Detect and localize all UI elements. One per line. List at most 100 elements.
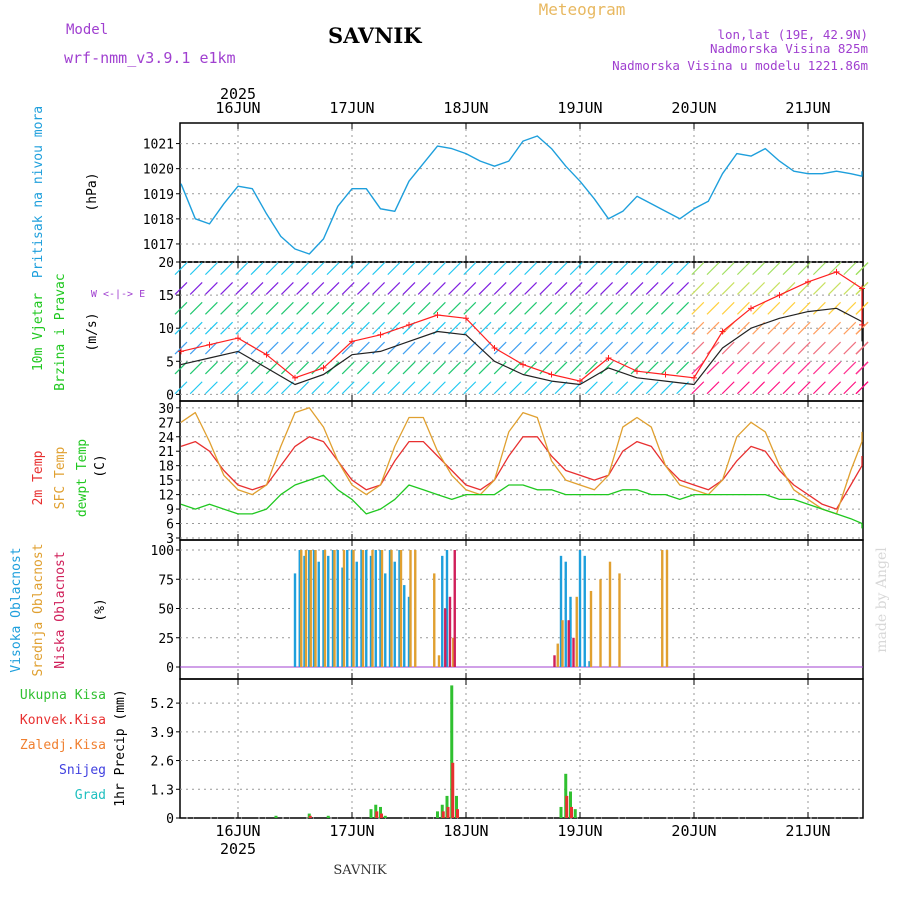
wind-barb: [691, 381, 705, 395]
day-label-bottom: 19JUN: [557, 822, 602, 840]
y-tick-label: 10: [158, 322, 174, 337]
wind-barb: [220, 321, 234, 335]
wind-barb: [235, 282, 249, 295]
wind-barb: [855, 341, 869, 355]
cloud-bar: [308, 550, 311, 667]
wind-barb: [432, 301, 446, 315]
cloud-bar: [665, 550, 669, 667]
wind-barb: [235, 321, 249, 335]
precip-bar: [383, 815, 387, 818]
cloud-bar: [575, 596, 578, 667]
wind-barb: [615, 282, 629, 295]
wind-barb: [296, 321, 310, 335]
wind-barb: [584, 321, 598, 335]
y-tick-label: 75: [158, 573, 174, 588]
wind-barb: [645, 282, 659, 295]
wind-barb: [843, 282, 857, 295]
cloud-bar: [569, 596, 572, 667]
temp-line-2: [180, 474, 863, 529]
wind-barb: [630, 282, 644, 295]
wind-barb: [432, 381, 446, 395]
wind-barb: [189, 301, 203, 315]
wind-barb: [630, 341, 644, 355]
wind-barb: [356, 321, 370, 335]
precip-bar: [456, 809, 459, 818]
wind-barb: [311, 361, 325, 375]
wind-barb: [706, 381, 720, 395]
wind-speed-line: [180, 307, 863, 386]
wind-gust-marker: [662, 371, 669, 378]
precip-bar: [455, 795, 458, 818]
wind-gust-marker: [178, 348, 184, 355]
cloud-bar: [379, 550, 382, 667]
y-tick-label: 0: [166, 812, 174, 827]
cloud-bar: [589, 590, 593, 667]
wind-barb: [250, 262, 264, 276]
wind-barb: [478, 282, 492, 295]
wind-barb: [721, 381, 735, 395]
wind-barb: [448, 321, 462, 335]
wind-barb: [508, 301, 522, 315]
wind-barb: [326, 301, 340, 315]
wind-barb: [584, 301, 598, 315]
wind-barb: [797, 321, 811, 335]
day-label-bottom: 16JUN: [215, 822, 260, 840]
wind-barb: [600, 381, 614, 395]
wind-barb: [752, 361, 766, 375]
wind-barb: [432, 262, 446, 276]
y-tick-label: 1018: [143, 213, 174, 228]
precip-bar: [450, 685, 454, 818]
wind-barb: [812, 262, 826, 276]
y-tick-label: 9: [166, 503, 174, 518]
wind-barb: [280, 341, 294, 355]
wind-barb: [326, 321, 340, 335]
y-tick-label: 2.6: [151, 755, 174, 770]
wind-barb: [706, 282, 720, 295]
wind-barb: [828, 361, 842, 375]
y-tick-label: 15: [158, 474, 174, 489]
wind-barb: [843, 301, 857, 315]
wind-barb: [736, 321, 750, 335]
cloud-bar: [369, 555, 373, 667]
cloud-bar: [561, 620, 564, 667]
cloud-bar: [317, 561, 320, 667]
wind-barb: [463, 262, 477, 276]
wind-barb: [189, 262, 203, 276]
cloud-bar: [298, 550, 301, 667]
wind-barb: [660, 301, 674, 315]
wind-barb: [250, 381, 264, 395]
wind-barb: [691, 282, 705, 295]
y-tick-label: 1.3: [151, 783, 174, 798]
temp-line-0: [180, 436, 863, 510]
wind-barb: [432, 341, 446, 355]
day-label-top: 17JUN: [329, 99, 374, 117]
cloud-bar: [300, 550, 303, 667]
model-elevation-label: Nadmorska Visina u modelu 1221.86m: [612, 58, 868, 73]
cloud-bar: [448, 596, 452, 667]
cloud-bar: [414, 550, 417, 667]
wind-barb: [630, 262, 644, 276]
wind-barb: [524, 262, 538, 276]
wind-barb: [630, 321, 644, 335]
wind-barb: [767, 361, 781, 375]
wind-gust-marker: [292, 374, 298, 381]
wind-barb: [584, 361, 598, 375]
wind-barb: [855, 262, 869, 276]
wind-label: 10m Vjetar: [31, 293, 46, 371]
wind-gust-marker: [833, 268, 840, 275]
wind-barb: [569, 341, 583, 355]
wind-barb: [174, 341, 188, 355]
wind-gust-marker: [520, 361, 526, 368]
wind-gust-marker: [263, 351, 270, 358]
y-tick-label: 15: [158, 289, 174, 304]
wind-barb: [554, 282, 568, 295]
cloud-bar: [312, 550, 316, 667]
day-label-top: 19JUN: [557, 99, 602, 117]
wind-barb: [554, 381, 568, 395]
wind-barb: [372, 301, 386, 315]
precip-bar: [570, 806, 573, 818]
wind-barb: [265, 301, 279, 315]
cloud-bar: [365, 550, 368, 667]
wind-barb: [797, 262, 811, 276]
wind-barb: [174, 381, 188, 395]
